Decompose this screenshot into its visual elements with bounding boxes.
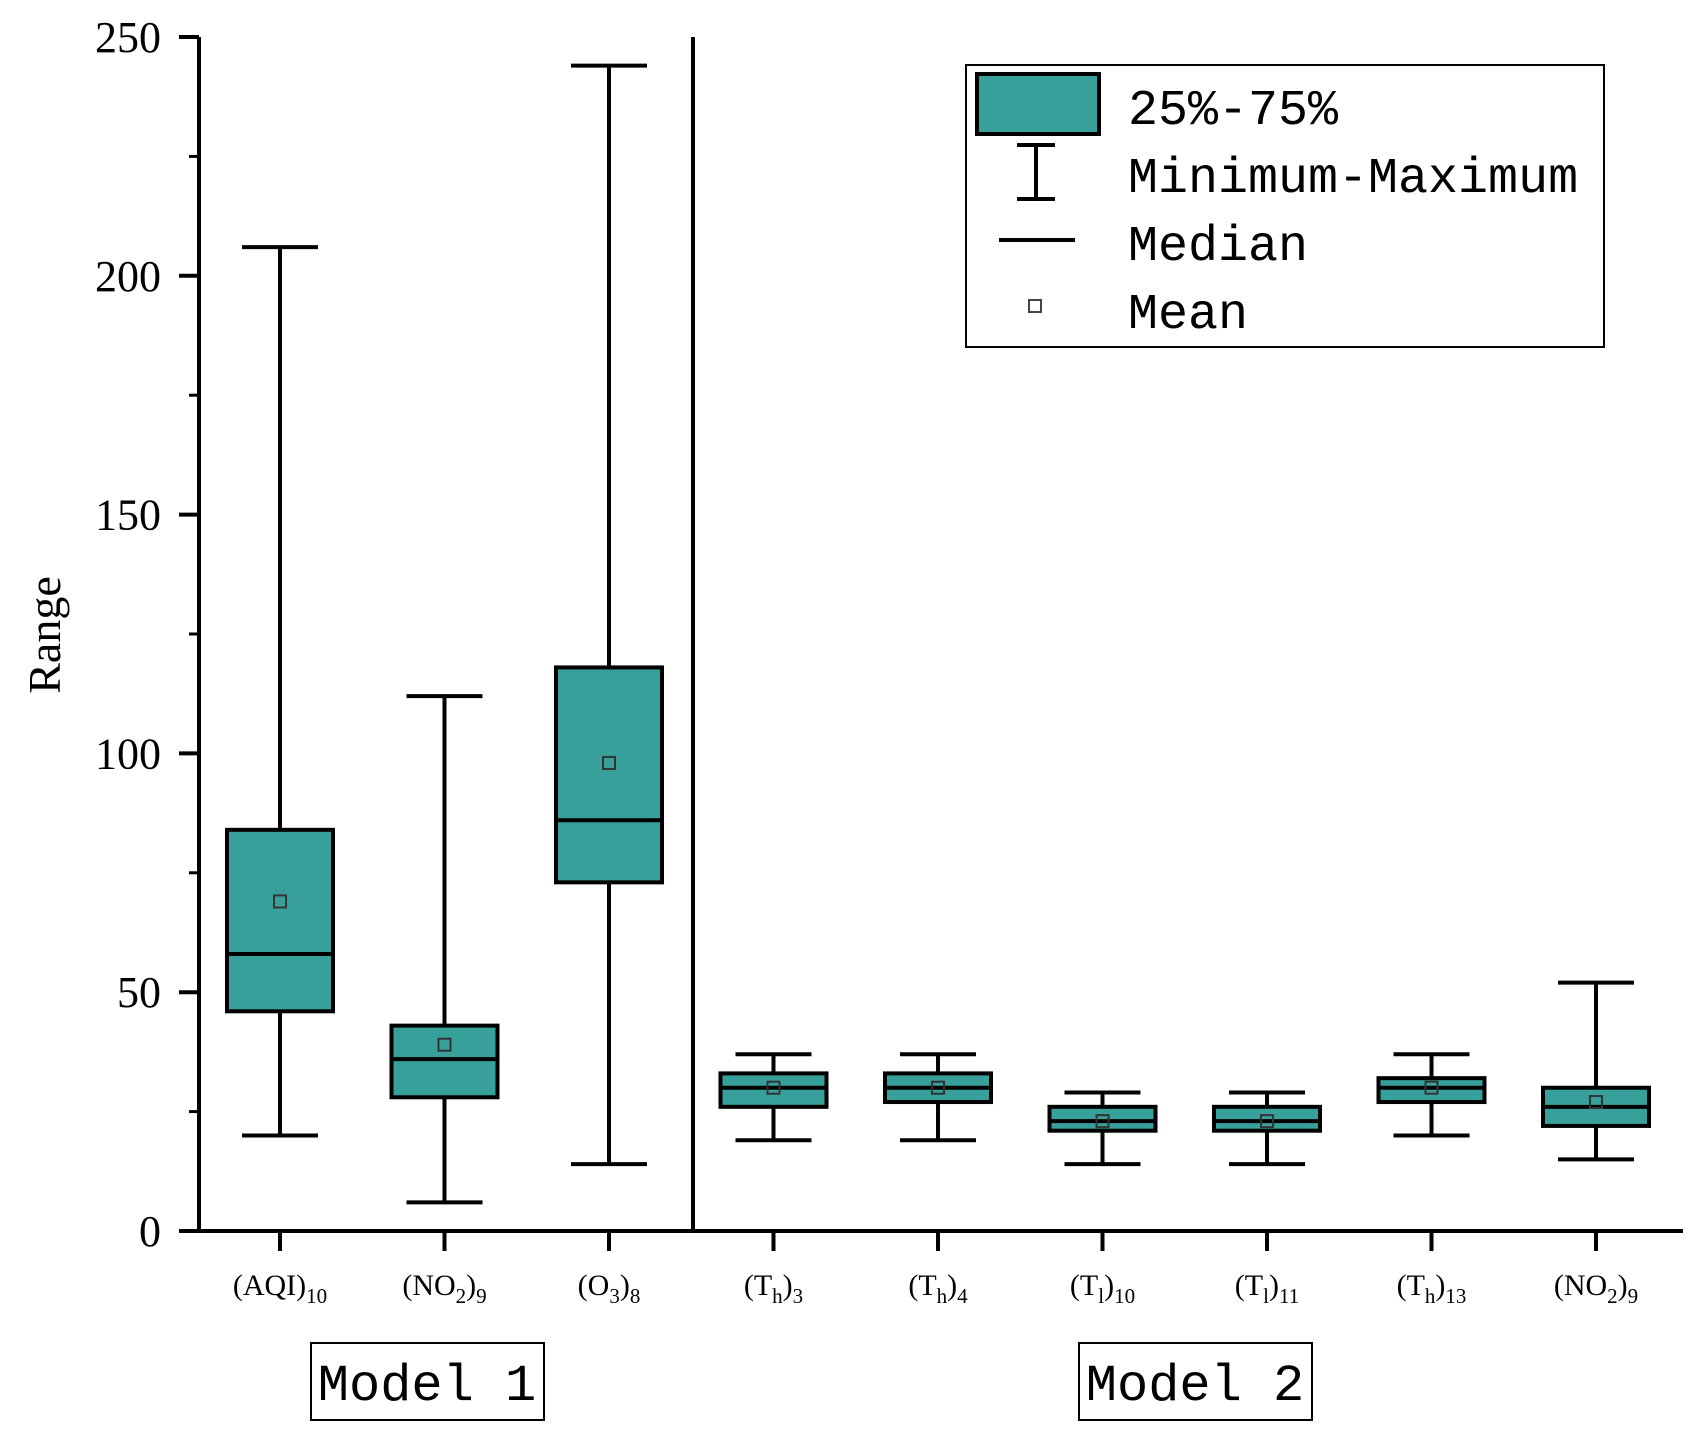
box-1	[389, 694, 500, 1205]
box-iqr	[1212, 1104, 1322, 1133]
group-label-model-2-frame	[1078, 1342, 1313, 1421]
y-tick-label: 100	[95, 729, 161, 778]
mean-marker	[437, 1037, 452, 1052]
group-label-model-1-frame	[310, 1342, 545, 1421]
x-tick-label: (Tl)11	[1235, 1269, 1299, 1308]
box-iqr	[554, 665, 664, 885]
group-label-model-2-text: Model 2	[1086, 1357, 1304, 1416]
mean-marker	[1095, 1114, 1110, 1129]
legend: 25%-75% Minimum-Maximum Median Mean	[965, 64, 1605, 348]
box-iqr	[389, 1023, 500, 1100]
legend-label-mean: Mean	[1128, 287, 1248, 344]
legend-label-box: 25%-75%	[1128, 83, 1339, 140]
box-4	[883, 1052, 993, 1143]
box-8	[1541, 980, 1651, 1162]
y-tick-label: 150	[95, 491, 161, 540]
x-tick-label: (Th)3	[744, 1269, 803, 1308]
box-iqr	[225, 827, 335, 1014]
box-2	[554, 63, 664, 1167]
box-iqr	[1047, 1104, 1158, 1133]
group-label-model-2: Model 2	[1078, 1342, 1313, 1421]
mean-marker	[1260, 1114, 1274, 1129]
box-7	[1376, 1052, 1487, 1138]
mean-marker	[1589, 1095, 1603, 1110]
legend-box-swatch	[975, 72, 1101, 136]
x-tick-label: (NO2)9	[402, 1269, 486, 1308]
x-tick-label: (NO2)9	[1554, 1269, 1638, 1308]
mean-marker	[602, 755, 616, 770]
y-axis-ticks: 0 50 100 150 200 250	[95, 13, 199, 1256]
group-label-model-1: Model 1	[310, 1342, 545, 1421]
legend-label-median: Median	[1128, 219, 1308, 276]
mean-marker	[273, 894, 287, 909]
y-tick-label: 200	[95, 252, 161, 301]
y-tick-label: 0	[139, 1207, 161, 1256]
box-0	[225, 245, 335, 1138]
y-tick-label: 250	[95, 13, 161, 62]
mean-marker	[1424, 1080, 1439, 1095]
box-iqr	[718, 1071, 829, 1109]
group-label-model-1-text: Model 1	[318, 1357, 536, 1416]
x-tick-label: (Th)4	[908, 1269, 968, 1308]
x-axis-labels: (AQI)10 (NO2)9 (O3)8 (Th)3 (Th)4 (Tl)10 (Tl)11…	[233, 1231, 1638, 1308]
box-series	[225, 63, 1651, 1205]
x-tick-label: (Tl)10	[1070, 1269, 1135, 1308]
box-iqr	[1376, 1076, 1487, 1105]
x-tick-label: (O3)8	[578, 1269, 641, 1308]
y-tick-label: 50	[117, 968, 161, 1017]
x-tick-label: (AQI)10	[233, 1269, 327, 1308]
mean-marker	[931, 1080, 945, 1095]
mean-marker	[766, 1080, 781, 1095]
y-axis-label: Range	[19, 576, 70, 694]
legend-label-whisker: Minimum-Maximum	[1128, 151, 1578, 208]
legend-whisker-icon	[1017, 143, 1055, 201]
x-tick-label: (Th)13	[1397, 1269, 1467, 1308]
box-5	[1047, 1090, 1158, 1167]
box-3	[718, 1052, 829, 1143]
legend-mean-square	[1028, 299, 1042, 313]
box-6	[1212, 1090, 1322, 1167]
